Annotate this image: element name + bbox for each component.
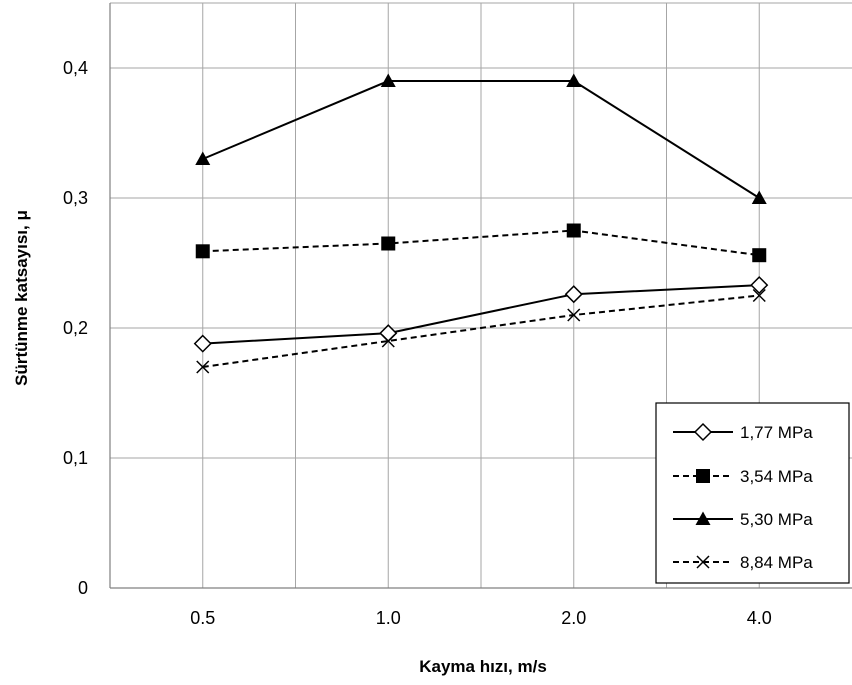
data-point-triangle	[751, 190, 767, 204]
data-point-x-stroke	[752, 288, 766, 303]
y-tick-label: 0	[78, 578, 88, 598]
data-point-triangle	[566, 73, 582, 87]
data-point-square	[195, 244, 210, 259]
x-tick-label: 1.0	[376, 608, 401, 628]
y-tick-label: 0,4	[63, 58, 88, 78]
y-tick-label: 0,2	[63, 318, 88, 338]
x-tick-label: 4.0	[747, 608, 772, 628]
data-point-x	[196, 360, 210, 374]
data-point-x-stroke	[567, 308, 581, 322]
data-point-x-stroke	[696, 555, 710, 569]
legend-label: 8,84 MPa	[740, 553, 813, 572]
series-line	[202, 294, 760, 368]
legend-item-4: 8,84 MPa	[673, 553, 813, 572]
data-point-diamond	[193, 334, 212, 353]
data-point-x	[752, 288, 766, 303]
y-tick-label: 0,3	[63, 188, 88, 208]
series-line	[202, 80, 760, 199]
y-tick-label: 0,1	[63, 448, 88, 468]
data-point-diamond	[750, 276, 769, 295]
legend-item-2: 3,54 MPa	[673, 467, 813, 486]
data-point-square	[696, 469, 710, 483]
data-point-triangle	[380, 73, 396, 87]
series-2	[195, 223, 767, 263]
data-point-diamond	[693, 422, 713, 442]
series-layer	[193, 73, 769, 374]
series-3	[195, 73, 767, 204]
y-tick-labels: 0 0,1 0,2 0,3 0,4	[63, 58, 88, 598]
legend-label: 5,30 MPa	[740, 510, 813, 529]
legend-label: 1,77 MPa	[740, 423, 813, 442]
data-point-triangle	[195, 151, 211, 165]
data-point-x	[381, 334, 395, 348]
data-point-diamond	[564, 285, 583, 304]
legend-items: 1,77 MPa 3,54 MPa 5,30 MPa 8,84 MPa	[673, 422, 813, 572]
x-tick-label: 2.0	[561, 608, 586, 628]
x-axis-title: Kayma hızı, m/s	[419, 657, 547, 676]
series-4	[196, 288, 766, 374]
series-line	[202, 284, 760, 345]
legend-item-1: 1,77 MPa	[673, 422, 813, 442]
data-point-x-stroke	[381, 334, 395, 348]
x-tick-label: 0.5	[190, 608, 215, 628]
x-tick-labels: 0.5 1.0 2.0 4.0	[190, 608, 772, 628]
data-point-x-stroke	[196, 360, 210, 374]
legend-label: 3,54 MPa	[740, 467, 813, 486]
y-axis-title: Sürtünme katsayısı, μ	[12, 210, 31, 386]
data-point-triangle	[695, 511, 711, 525]
data-point-square	[381, 236, 396, 251]
legend-item-3: 5,30 MPa	[673, 510, 813, 529]
data-point-square	[752, 248, 767, 263]
data-point-x	[567, 308, 581, 322]
series-line	[202, 229, 760, 257]
legend: 1,77 MPa 3,54 MPa 5,30 MPa 8,84 MPa	[655, 402, 850, 584]
data-point-square	[566, 223, 581, 238]
data-point-x	[696, 555, 710, 569]
